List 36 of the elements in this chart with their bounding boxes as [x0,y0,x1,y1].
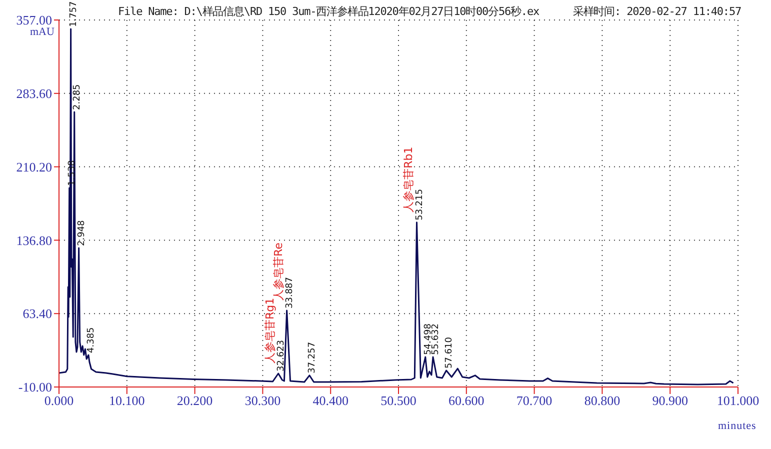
annotation: 1.538 [67,160,78,186]
x-tick-label: 30.300 [244,393,281,408]
annotation: 1.757 [68,1,79,27]
line-series [59,28,734,386]
x-tick-label: 101.000 [716,393,760,408]
y-tick-label: 63.40 [22,306,52,322]
chart-title: File Name: D:\样品信息\RD 150 3um-西洋参样品12020年02月27日10时00分56秒.ex [118,4,539,19]
y-axis-title: mAU [30,26,54,38]
x-tick-label: 80.800 [584,393,620,408]
annotation: 人参皂苷Rb1 [402,146,415,212]
chart-subtitle: 采样时间: 2020-02-27 11:40:57 [572,4,741,19]
x-tick-label: 50.500 [380,393,416,408]
annotation: 4.385 [86,327,96,353]
y-tick-label: 136.80 [16,232,52,248]
x-axis-title: minutes [718,420,756,432]
annotation: 57.610 [444,336,454,368]
annotation: 37.257 [307,342,318,374]
x-tick-label: 20.200 [176,393,213,408]
x-tick-label: 0.000 [44,393,74,408]
x-tick-label: 90.900 [652,393,688,408]
annotation: 53.215 [414,188,425,220]
y-tick-label: 357.00 [16,12,52,28]
annotation: 55.632 [431,324,441,355]
annotation: 人参皂苷Re [272,242,285,300]
annotation: 2.948 [76,220,87,246]
annotation: 2.285 [72,84,82,110]
x-tick-label: 10.100 [109,393,145,408]
x-tick-label: 70.700 [516,393,552,408]
y-tick-label: -10.00 [18,380,52,395]
x-tick-label: 40.400 [312,393,348,408]
annotation: 人参皂苷Rg1 [263,298,276,364]
annotation: 33.887 [284,277,295,308]
y-tick-label: 283.60 [16,86,52,102]
x-tick-label: 60.600 [448,393,484,408]
annotation: 32.623 [276,340,286,372]
y-tick-label: 210.20 [16,159,52,174]
